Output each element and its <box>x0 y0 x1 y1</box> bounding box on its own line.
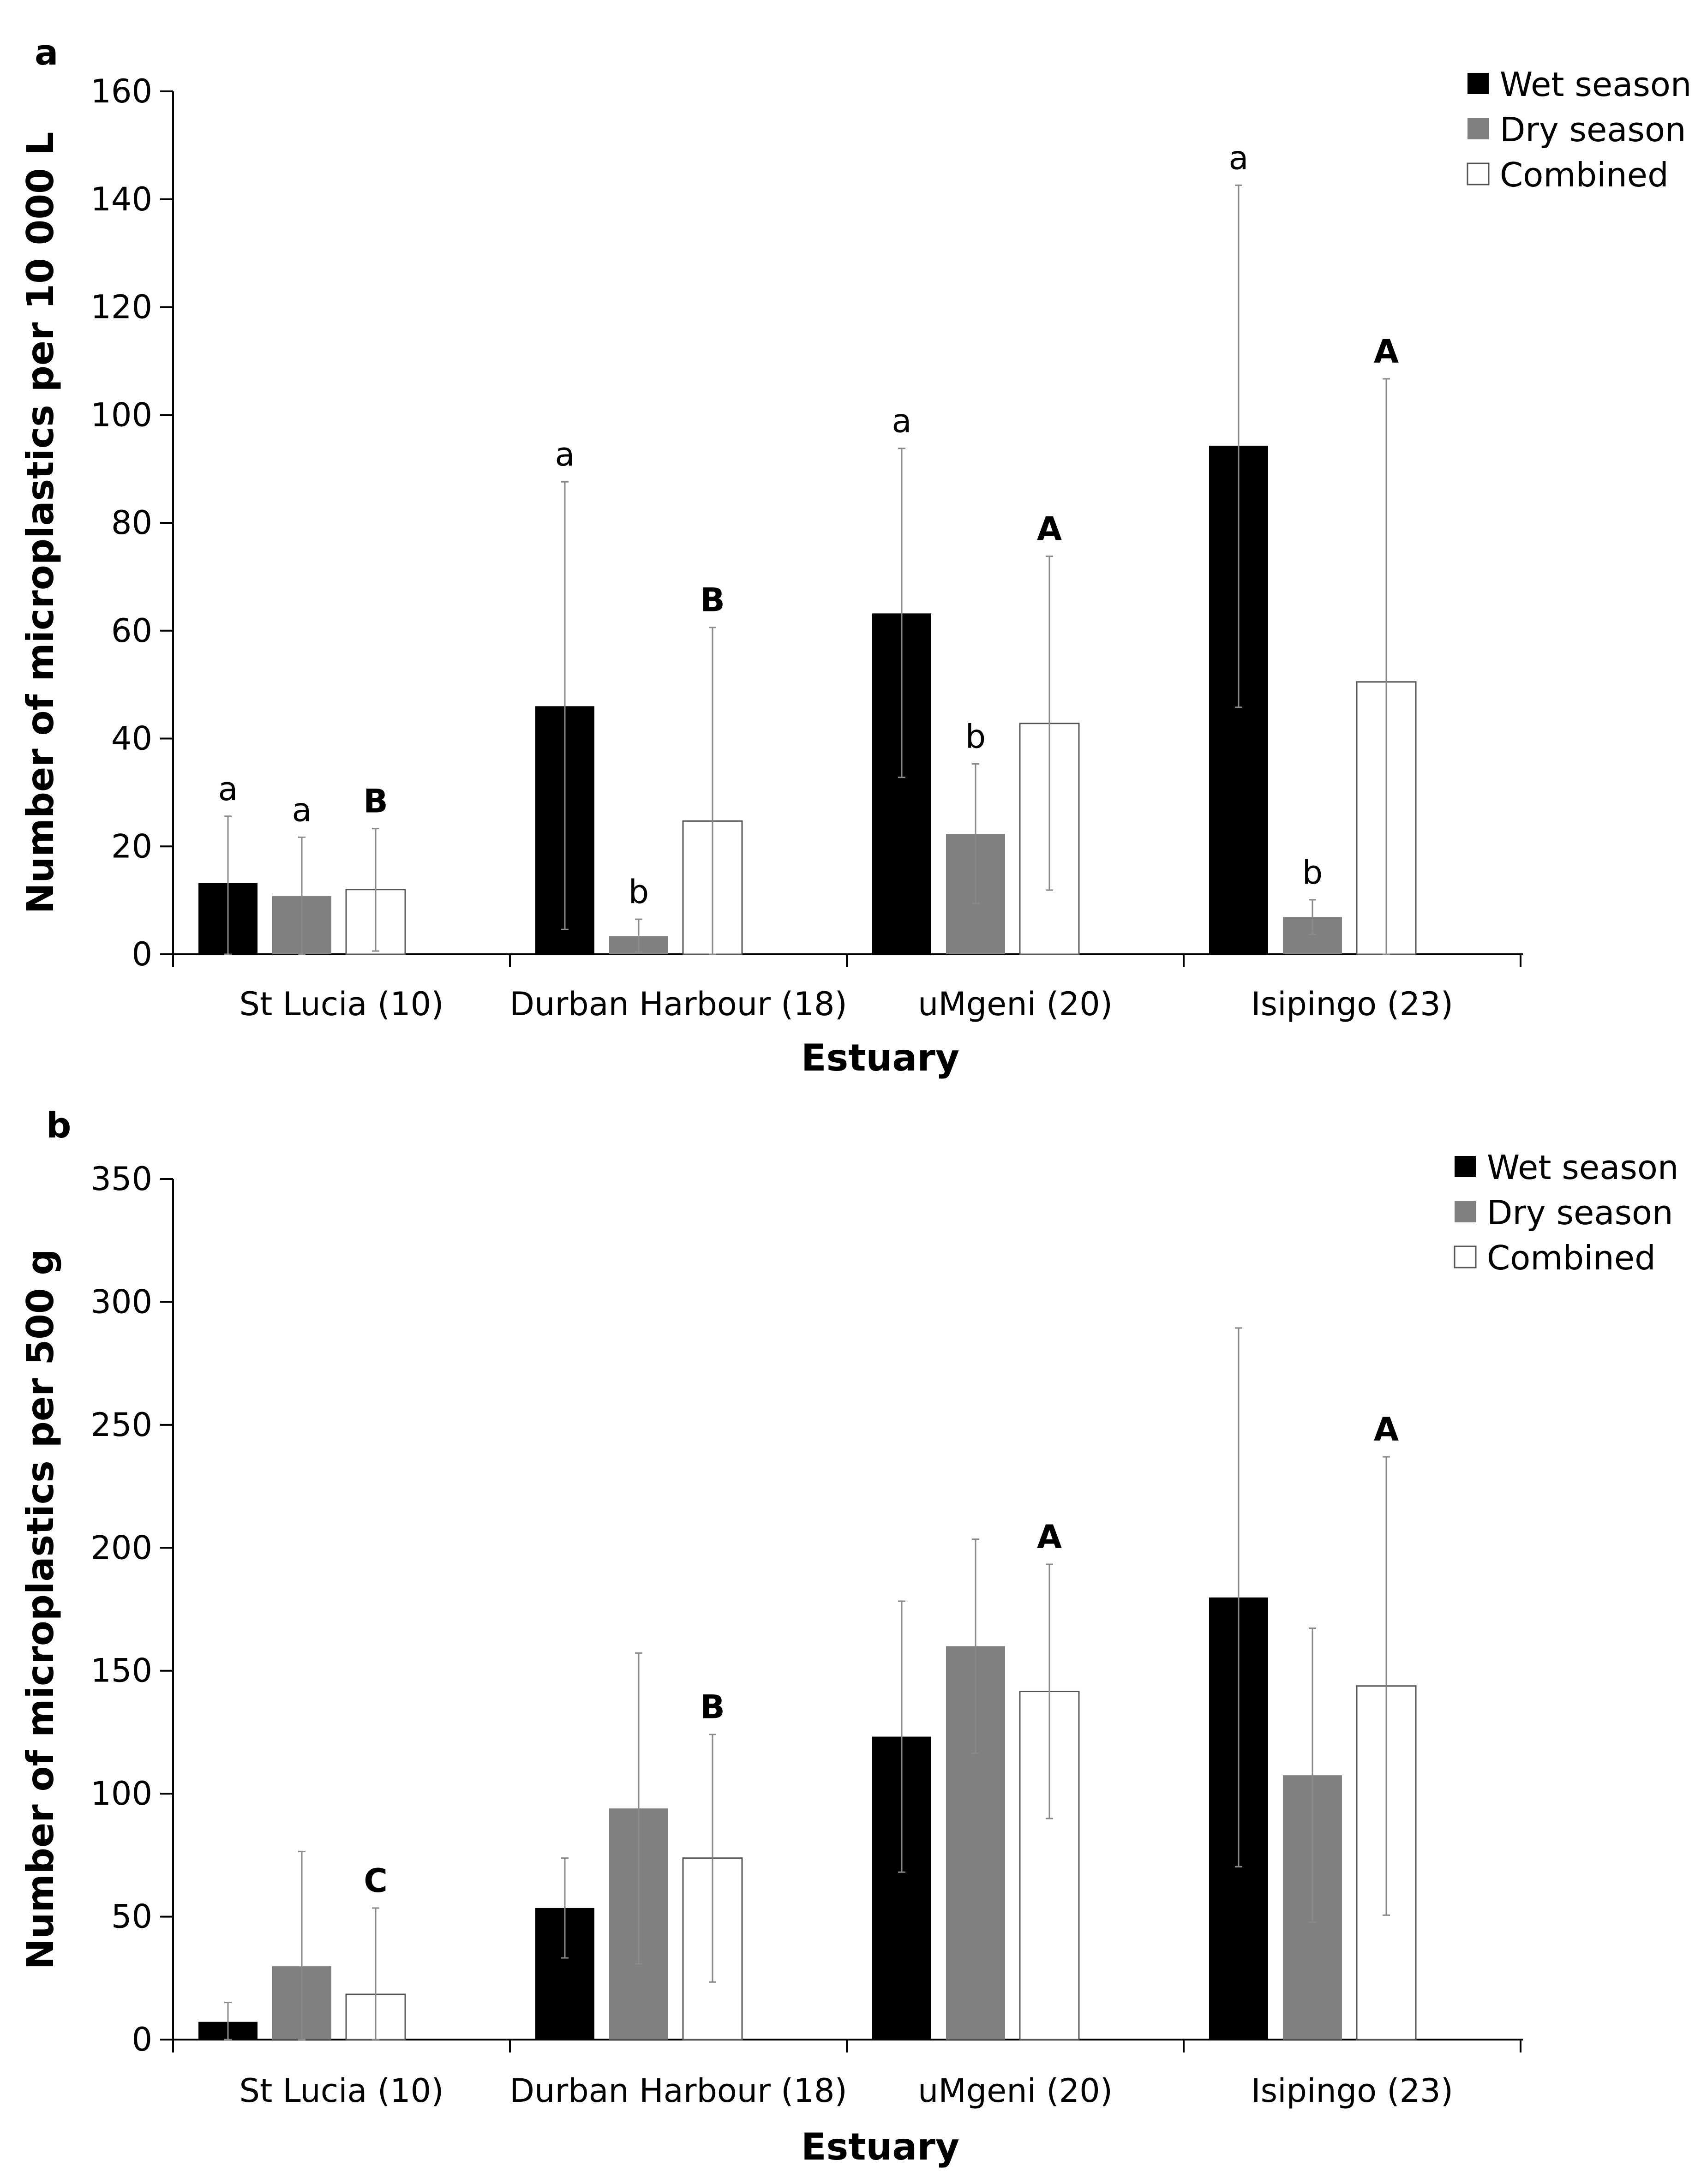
y-axis-title: Number of microplastics per 500 g <box>19 1249 62 1969</box>
significance-letter: a <box>555 436 575 473</box>
y-tick-label: 140 <box>90 180 152 218</box>
y-tick-label: 150 <box>90 1652 152 1690</box>
legend-swatch-wet-season <box>1455 1156 1476 1177</box>
y-tick-label: 80 <box>111 504 152 542</box>
x-tick-label: Isipingo (23) <box>1251 985 1453 1023</box>
significance-letter: a <box>218 770 238 808</box>
legend: Wet season Dry season Combined <box>1467 65 1692 194</box>
chart-panel-b: b 0 50 100 150 200 250 300 350 C St Lucia (10) B Dur… <box>19 1105 1679 2168</box>
legend-label: Wet season <box>1487 1148 1679 1187</box>
legend-swatch-wet-season <box>1467 73 1489 94</box>
x-axis-title: Estuary <box>801 1036 959 1079</box>
significance-letter: b <box>629 873 649 911</box>
significance-letter: a <box>1229 139 1249 177</box>
x-tick-label: uMgeni (20) <box>918 985 1113 1023</box>
significance-letter: A <box>1374 1411 1399 1448</box>
significance-letter: a <box>892 402 912 440</box>
x-tick-label: St Lucia (10) <box>239 985 443 1023</box>
legend-swatch-combined <box>1454 1245 1477 1269</box>
legend-label: Dry season <box>1500 110 1686 149</box>
y-tick-label: 300 <box>90 1283 152 1321</box>
y-tick-label: 60 <box>111 612 152 650</box>
y-tick-label: 50 <box>111 1898 152 1936</box>
significance-letter: b <box>965 718 986 755</box>
y-tick-label: 20 <box>111 827 152 865</box>
y-tick-label: 250 <box>90 1406 152 1444</box>
chart-panel-a: a 0 20 40 60 80 100 120 140 160 a a B St Lucia (10) a b… <box>19 32 1692 1079</box>
y-tick-label: 160 <box>90 72 152 110</box>
legend-swatch-dry-season <box>1455 1201 1476 1222</box>
y-axis-title: Number of microplastics per 10 000 L <box>19 132 62 914</box>
significance-letter: A <box>1037 510 1062 548</box>
significance-letter: C <box>364 1862 387 1900</box>
panel-label: b <box>46 1105 71 1146</box>
y-tick-label: 350 <box>90 1160 152 1198</box>
legend-label: Dry season <box>1487 1193 1673 1232</box>
legend-label: Combined <box>1487 1239 1656 1277</box>
significance-letter: B <box>363 783 388 820</box>
x-axis-title: Estuary <box>801 2125 959 2168</box>
legend-label: Combined <box>1500 156 1669 194</box>
legend: Wet season Dry season Combined <box>1454 1148 1679 1277</box>
x-tick-label: Isipingo (23) <box>1251 2072 1453 2110</box>
y-tick-label: 0 <box>132 2021 152 2058</box>
x-tick-label: Durban Harbour (18) <box>509 2072 847 2110</box>
y-tick-label: 40 <box>111 720 152 758</box>
x-tick-label: St Lucia (10) <box>239 2072 443 2110</box>
panel-label: a <box>35 32 58 73</box>
y-tick-label: 0 <box>132 935 152 973</box>
significance-letter: A <box>1037 1518 1062 1556</box>
y-tick-label: 100 <box>90 396 152 434</box>
x-tick-label: Durban Harbour (18) <box>509 985 847 1023</box>
significance-letter: B <box>700 581 725 619</box>
x-tick-label: uMgeni (20) <box>918 2072 1113 2110</box>
significance-letter: a <box>292 791 312 829</box>
significance-letter: b <box>1302 854 1323 892</box>
legend-swatch-dry-season <box>1467 118 1489 139</box>
y-tick-label: 120 <box>90 288 152 326</box>
y-tick-label: 100 <box>90 1775 152 1813</box>
significance-letter: A <box>1374 333 1399 371</box>
legend-label: Wet season <box>1500 65 1692 104</box>
legend-swatch-combined <box>1467 162 1490 185</box>
significance-letter: B <box>700 1688 725 1726</box>
y-tick-label: 200 <box>90 1529 152 1567</box>
